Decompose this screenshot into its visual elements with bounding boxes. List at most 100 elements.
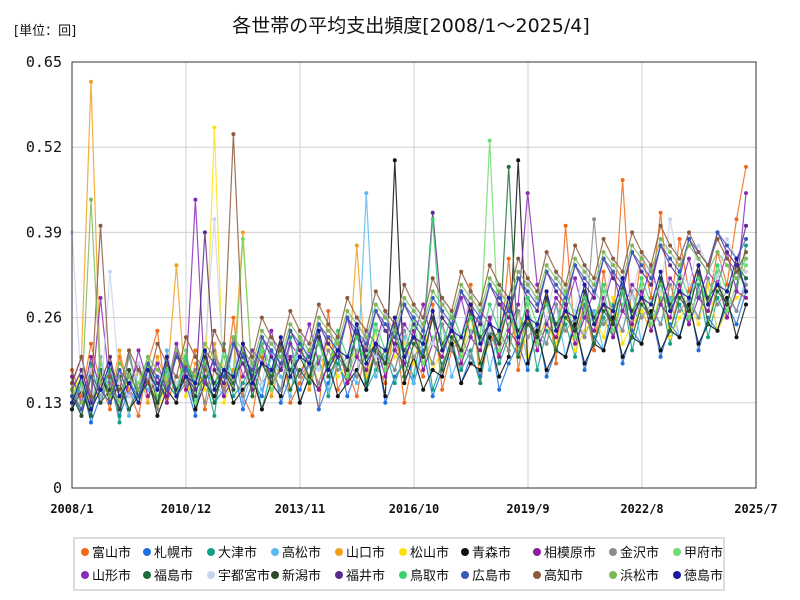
data-point (668, 295, 673, 300)
data-point (468, 361, 473, 366)
data-point (715, 263, 720, 268)
data-point (497, 341, 502, 346)
x-axis-ticks: 2008/1 2010/12 2013/11 2016/10 2019/9 2022/8 2… (50, 502, 777, 516)
data-point (611, 335, 616, 340)
data-point (402, 381, 407, 386)
data-point (516, 158, 521, 163)
legend-label: 松山市 (410, 545, 449, 561)
data-point (392, 341, 397, 346)
data-point (421, 328, 426, 333)
data-point (554, 328, 559, 333)
data-point (706, 309, 710, 313)
data-point (630, 335, 635, 340)
data-point (744, 256, 748, 261)
data-point (136, 400, 141, 405)
data-point (373, 289, 378, 294)
data-point (155, 387, 160, 392)
data-point (516, 309, 521, 313)
data-point (459, 348, 464, 353)
data-point (383, 322, 388, 327)
data-point (544, 315, 549, 320)
data-point (89, 341, 93, 346)
data-point (430, 394, 435, 399)
data-point (278, 368, 283, 372)
data-point (297, 348, 302, 353)
legend-item: 松山市 (399, 545, 449, 561)
data-point (221, 368, 226, 372)
data-point (373, 341, 378, 346)
series-徳島市 (70, 256, 748, 412)
data-point (193, 407, 198, 412)
legend-item: 富山市 (81, 545, 131, 561)
data-point (145, 368, 150, 372)
data-point (506, 164, 511, 169)
data-point (231, 400, 236, 405)
data-point (98, 223, 103, 228)
data-point (288, 387, 293, 392)
data-point (127, 413, 131, 418)
data-point (221, 374, 226, 379)
data-point (525, 282, 530, 287)
data-point (392, 158, 397, 163)
legend-marker (673, 571, 681, 579)
legend-item: 福井市 (335, 568, 385, 584)
data-point (392, 328, 397, 333)
data-point (155, 413, 160, 418)
legend-label: 浜松市 (620, 568, 659, 584)
data-point (307, 381, 312, 386)
series-line (71, 199, 747, 405)
data-point (202, 374, 207, 379)
data-point (668, 315, 673, 320)
data-point (240, 237, 245, 241)
data-point (478, 315, 483, 320)
data-point (478, 361, 483, 366)
data-point (601, 250, 606, 255)
data-point (725, 302, 729, 307)
data-point (734, 289, 739, 294)
data-point (98, 381, 103, 386)
legend-item: 山口市 (335, 545, 385, 561)
data-point (164, 400, 169, 405)
data-point (392, 335, 397, 340)
data-point (715, 302, 720, 307)
data-point (468, 354, 473, 359)
data-point (79, 413, 84, 418)
legend-marker (335, 571, 343, 579)
data-point (127, 394, 131, 399)
data-point (326, 387, 331, 392)
data-point (506, 361, 511, 366)
data-point (487, 322, 492, 327)
data-point (297, 354, 302, 359)
data-point (478, 381, 483, 386)
data-point (383, 309, 388, 313)
data-point (668, 282, 673, 287)
data-point (687, 322, 691, 327)
y-tick-label: 0.13 (26, 394, 62, 412)
data-point (307, 387, 312, 392)
data-point (345, 381, 350, 386)
data-point (658, 237, 663, 241)
data-point (183, 361, 188, 366)
data-point (335, 361, 340, 366)
data-point (601, 348, 606, 353)
data-point (430, 387, 435, 392)
data-point (696, 276, 701, 281)
data-point (98, 400, 103, 405)
data-point (316, 407, 321, 412)
data-point (202, 407, 207, 412)
data-point (127, 368, 131, 372)
data-point (335, 374, 340, 379)
data-point (421, 354, 426, 359)
data-point (687, 256, 691, 261)
data-point (174, 394, 179, 399)
data-point (127, 374, 131, 379)
data-point (687, 295, 691, 300)
data-point (335, 368, 340, 372)
data-point (696, 295, 701, 300)
data-point (677, 309, 682, 313)
data-point (212, 354, 217, 359)
data-point (212, 368, 217, 372)
data-point (544, 289, 549, 294)
data-point (506, 309, 511, 313)
data-point (573, 256, 578, 261)
